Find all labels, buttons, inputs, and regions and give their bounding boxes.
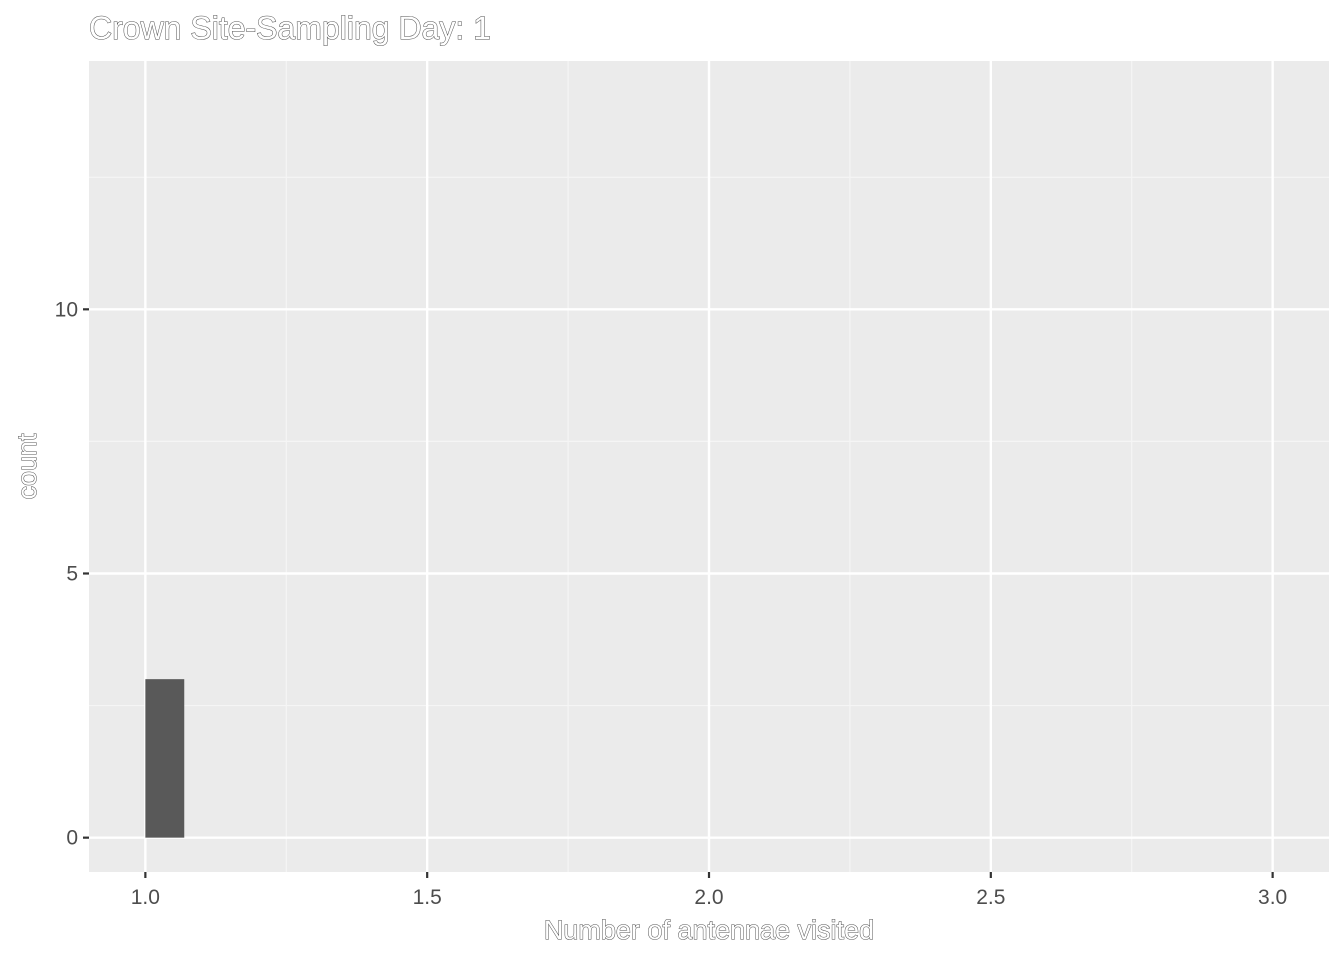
x-tick-label: 2.5 — [976, 886, 1005, 909]
x-tick-label: 1.5 — [413, 886, 442, 909]
x-axis: 1.0 1.5 2.0 2.5 3.0 — [131, 872, 1287, 909]
histogram-bar — [145, 679, 185, 838]
y-tick-label: 10 — [55, 298, 78, 321]
x-axis-title: Number of antennae visited — [544, 915, 874, 945]
y-tick-label: 5 — [66, 562, 78, 585]
major-gridlines — [89, 61, 1329, 872]
x-tick-label: 2.0 — [694, 886, 723, 909]
y-axis: 0 5 10 — [55, 298, 89, 850]
x-tick-label: 3.0 — [1258, 886, 1287, 909]
y-axis-title: count — [12, 433, 42, 500]
x-tick-label: 1.0 — [131, 886, 160, 909]
histogram-bars — [145, 679, 185, 838]
y-tick-label: 0 — [66, 827, 78, 850]
chart-title: Crown Site-Sampling Day: 1 — [89, 10, 491, 46]
